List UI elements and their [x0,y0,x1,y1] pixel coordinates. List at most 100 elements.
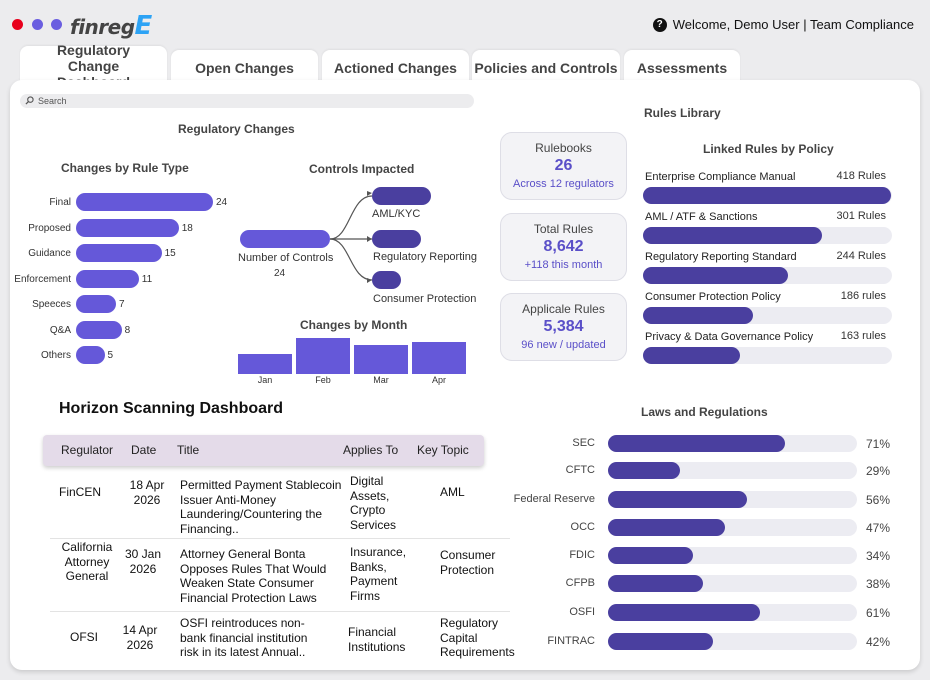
rule-type-value: 11 [141,273,153,285]
cell-title: OSFI reintroduces non-bank financial ins… [180,616,308,659]
rule-type-value: 15 [164,248,176,259]
rule-type-label: Q&A [49,324,71,336]
regulator-percent: 29% [866,464,891,478]
regulator-bar-track[interactable] [608,604,857,621]
arrowhead [367,191,372,196]
regulator-percent: 42% [866,635,891,649]
policy-rule-count: 301 Rules [836,210,886,222]
regulatory-reporting-node [372,230,421,248]
regulator-bar-track[interactable] [608,575,857,592]
help-icon[interactable]: ? [652,17,667,32]
kpi-value: 26 [554,157,573,174]
dashboard-panel [10,80,920,670]
month-bar [238,354,292,374]
policy-bar-fill [643,347,740,364]
rule-type-label: Others [40,350,71,361]
regulator-bar-track[interactable] [608,462,857,479]
col-date[interactable]: Date [131,443,157,457]
number-of-controls-value: 24 [274,268,286,279]
policy-bar-track[interactable] [643,267,892,284]
kpi-rulebooks: Rulebooks 26 Across 12 regulators [500,132,627,200]
regulator-percent: 61% [866,606,891,620]
rule-type-value: 24 [216,197,228,208]
col-key-topic[interactable]: Key Topic [417,443,469,457]
rule-type-bar [76,193,213,211]
month-label: Apr [431,375,446,385]
month-label: Feb [315,375,331,385]
window-close-dot[interactable] [12,19,23,30]
regulator-bar-fill [608,462,681,479]
cell-key-topic: Regulatory Capital Requirements [440,616,515,659]
app-logo: finregE [70,11,152,41]
aml-kyc-node [372,187,431,205]
month-label: Mar [373,375,389,385]
policy-bar-fill [643,227,822,244]
policy-bar-track[interactable] [643,227,892,244]
rule-type-bar [76,244,162,262]
number-of-controls-node [240,230,330,248]
month-bar [412,342,466,374]
row-divider [50,611,510,612]
regulator-bar-track[interactable] [608,633,857,650]
policy-name: Enterprise Compliance Manual [645,171,796,183]
regulator-percent: 71% [866,437,891,451]
connector-consumer [329,238,373,281]
rule-type-bar [76,346,105,364]
welcome-text: Welcome, Demo User | Team Compliance [672,17,914,32]
col-applies-to[interactable]: Applies To [343,443,399,457]
search-input[interactable]: Search [20,94,474,108]
regulator-bar-fill [608,519,726,536]
cell-date: 18 Apr 2026 [129,478,165,507]
regulator-bar-track[interactable] [608,435,857,452]
regulator-bar-fill [608,575,703,592]
regulator-bar-track[interactable] [608,547,857,564]
policy-rule-count: 163 rules [840,330,886,342]
policy-rule-count: 186 rules [840,290,886,302]
policy-bar-track[interactable] [643,187,892,204]
cell-applies-to: Insurance, Banks, Payment Firms [350,545,407,603]
policy-bar-track[interactable] [643,307,892,324]
regulator-percent: 38% [866,577,891,591]
regulator-name: CFPB [565,577,595,589]
rule-type-value: 5 [107,350,114,361]
policy-bar-track[interactable] [643,347,892,364]
cell-title: Permitted Payment Stablecoin Issuer Anti… [180,478,342,536]
rule-type-label: Final [49,197,71,208]
regulator-percent: 34% [866,549,891,563]
kpi-subtext: +118 this month [524,259,603,271]
cell-regulator: OFSI [70,630,99,644]
arrowhead [367,278,372,283]
policy-rule-count: 244 Rules [836,250,886,262]
kpi-subtext: 96 new / updated [521,339,606,351]
col-title[interactable]: Title [177,443,200,457]
rule-type-value: 8 [124,324,131,336]
window-minimize-dot[interactable] [32,19,43,30]
cell-applies-to: Digital Assets, Crypto Services [350,474,397,532]
regulator-bar-track[interactable] [608,491,857,508]
rule-type-value: 7 [118,299,125,310]
kpi-total-rules: Total Rules 8,642 +118 this month [500,213,627,281]
aml-kyc-label: AML/KYC [372,208,421,220]
regulator-bar-fill [608,435,785,452]
policy-bar-fill [643,187,891,204]
cell-key-topic: Consumer Protection [440,548,496,577]
top-bar: finregE ? Welcome, Demo User | Team Comp… [0,0,930,50]
policy-rule-count: 418 Rules [836,170,886,182]
policy-bar-fill [643,307,754,324]
rule-type-label: Proposed [28,222,71,234]
window-maximize-dot[interactable] [51,19,62,30]
regulatory-reporting-label: Regulatory Reporting [373,251,477,263]
kpi-title: Applicale Rules [522,302,605,316]
regulator-name: OSFI [569,606,595,618]
cell-title: Attorney General Bonta Opposes Rules Tha… [180,547,327,605]
kpi-applicable-rules: Applicale Rules 5,384 96 new / updated [500,293,627,361]
rule-type-bar [76,320,122,339]
changes-by-rule-type-title: Changes by Rule Type [61,161,189,175]
kpi-value: 5,384 [543,318,584,335]
number-of-controls-label: Number of Controls [238,252,334,264]
col-regulator[interactable]: Regulator [61,443,114,457]
kpi-subtext: Across 12 regulators [513,178,614,190]
regulator-bar-track[interactable] [608,519,857,536]
policy-name: Consumer Protection Policy [645,291,781,303]
